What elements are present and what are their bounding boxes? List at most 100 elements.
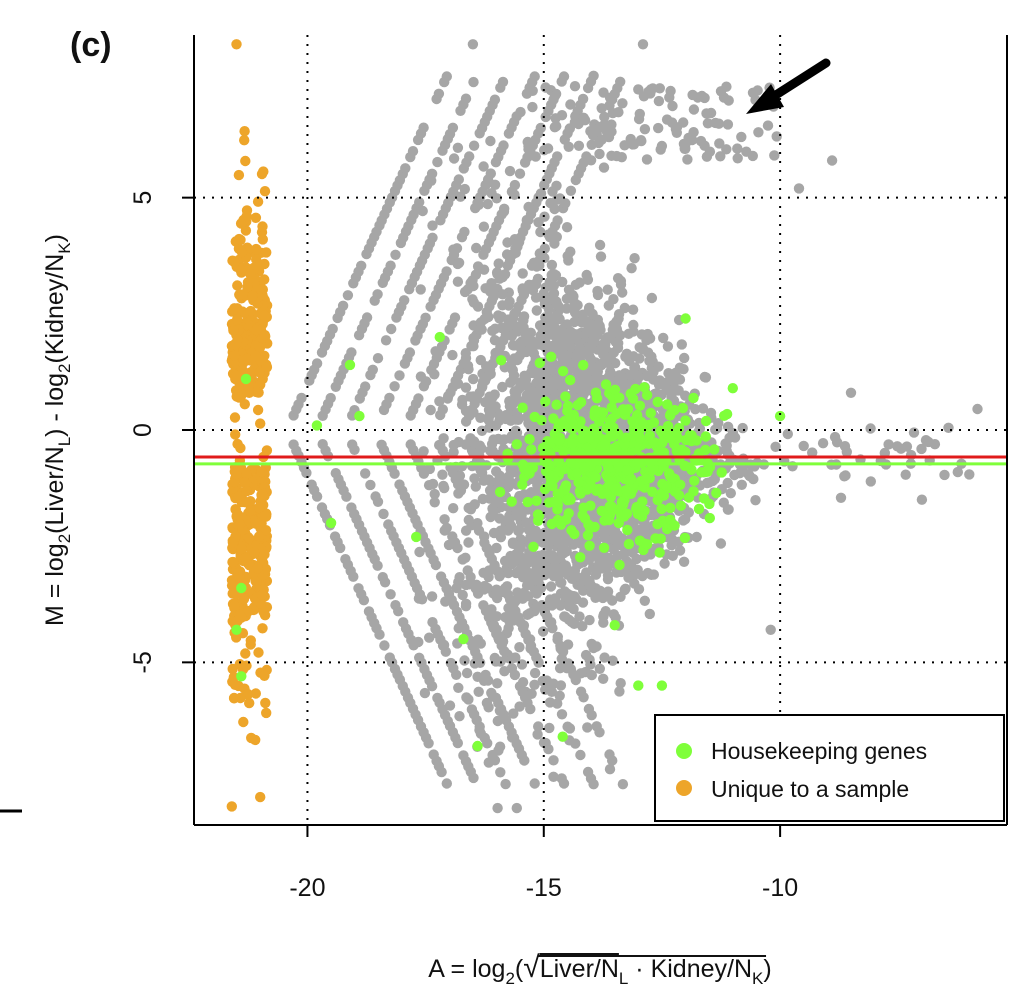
gene-point [678,117,689,128]
gene-point [550,113,561,124]
gene-point [636,135,647,147]
housekeeping-point [524,434,535,445]
gene-point [420,312,431,323]
gene-point [561,546,572,557]
gene-point [459,226,470,238]
gene-point [452,142,464,153]
gene-point [575,749,586,761]
unique-point [233,392,245,403]
gene-point [531,305,542,316]
gene-point [372,496,384,507]
gene-point [467,294,478,305]
gene-point [380,335,392,346]
gene-point [548,771,559,782]
y-title-close: ) [41,234,69,242]
housekeeping-point [639,382,650,393]
housekeeping-point [545,351,557,362]
gene-point [433,88,445,100]
gene-point [594,663,605,674]
gene-point [531,602,542,613]
gene-point [584,654,595,665]
gene-point [533,339,545,350]
gene-point [631,553,642,565]
gene-point [782,428,793,440]
y-title-prefix: M = log [41,543,69,626]
housekeeping-point [609,442,620,454]
gene-point [515,106,526,118]
gene-point [468,140,480,151]
gene-point [704,146,716,157]
unique-point [229,600,240,611]
unique-point [233,169,245,181]
gene-point [587,337,599,348]
housekeeping-point [434,331,445,343]
gene-point [561,222,573,233]
gene-point [475,412,486,423]
gene-point [694,423,706,434]
unique-point [252,196,264,207]
gene-point [511,802,522,814]
housekeeping-point [711,487,722,499]
gene-point [762,120,774,131]
gene-point [385,260,396,271]
gene-point [574,351,586,362]
gene-point [311,358,323,369]
gene-point [581,269,592,281]
gene-point [524,386,535,397]
gene-point [452,737,463,749]
gene-point [563,601,575,612]
gene-point [647,83,658,94]
unique-point [236,543,247,554]
gene-point [535,188,547,199]
gene-point [550,529,561,540]
unique-point [238,716,249,728]
gene-point [404,347,416,358]
gene-point [715,151,726,162]
x-title-sqrt: √ [523,951,540,984]
gene-point [722,119,734,130]
gene-point [552,151,563,162]
gene-point [441,71,452,82]
gene-point [615,275,627,287]
unique-point [232,280,243,291]
gene-point [679,352,690,364]
gene-point [642,347,654,358]
gene-point [441,266,452,277]
unique-point [245,305,256,317]
gene-point [552,194,563,205]
housekeeping-point [522,496,533,508]
y-title-sub-d: K [55,242,74,254]
housekeeping-point [354,410,365,422]
gene-point [483,571,494,583]
unique-point [229,412,241,423]
gene-point [448,244,459,255]
housekeeping-point [655,425,666,436]
gene-point [460,382,472,393]
gene-point [488,292,499,303]
gene-point [465,433,476,444]
gene-point [583,304,595,315]
housekeeping-point [680,415,691,426]
gene-point [516,659,528,670]
gene-point [579,115,591,126]
gene-point [514,701,525,712]
gene-point [578,571,590,582]
gene-point [655,144,666,155]
gene-point [544,276,555,288]
unique-point [250,212,262,223]
housekeeping-point [472,740,483,752]
gene-point [546,617,557,628]
gene-point [378,508,389,520]
gene-point [494,513,505,524]
gene-point [504,480,515,491]
gene-point [521,214,532,226]
gene-point [367,364,378,375]
housekeeping-point [719,410,730,421]
unique-point [260,563,272,575]
housekeeping-point [709,444,720,455]
gene-point [494,705,506,716]
gene-point [525,703,536,715]
gene-point [713,118,725,129]
gene-point [548,755,559,766]
